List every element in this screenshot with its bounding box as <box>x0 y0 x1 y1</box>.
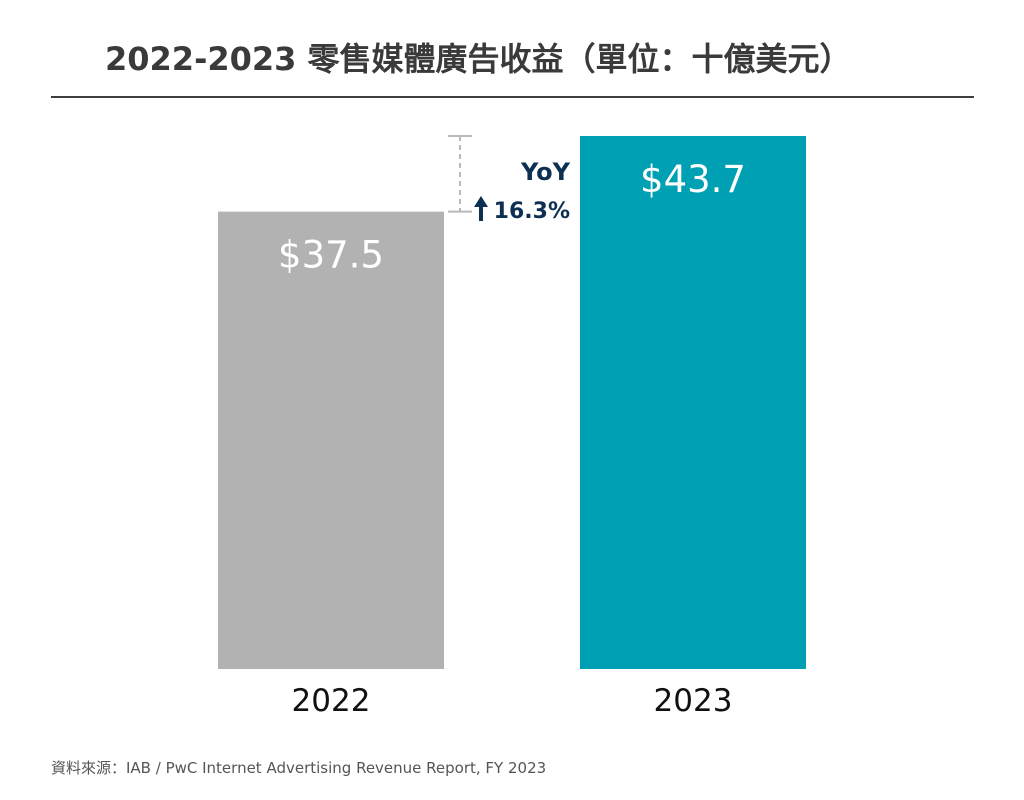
arrow-up-icon <box>474 196 488 221</box>
bar-2022 <box>218 211 444 670</box>
bar-value-label: $43.7 <box>640 158 746 201</box>
title-divider <box>51 96 974 98</box>
bar-value-label: $37.5 <box>278 234 384 277</box>
source-note: 資料來源：IAB / PwC Internet Advertising Reve… <box>51 759 547 777</box>
x-tick-label: 2022 <box>292 683 371 719</box>
yoy-value: 16.3% <box>494 199 570 224</box>
chart-title: 2022-2023 零售媒體廣告收益（單位：十億美元） <box>105 40 852 78</box>
yoy-label: YoY <box>520 158 571 186</box>
bar-2023 <box>580 136 806 669</box>
x-tick-label: 2023 <box>654 683 733 719</box>
